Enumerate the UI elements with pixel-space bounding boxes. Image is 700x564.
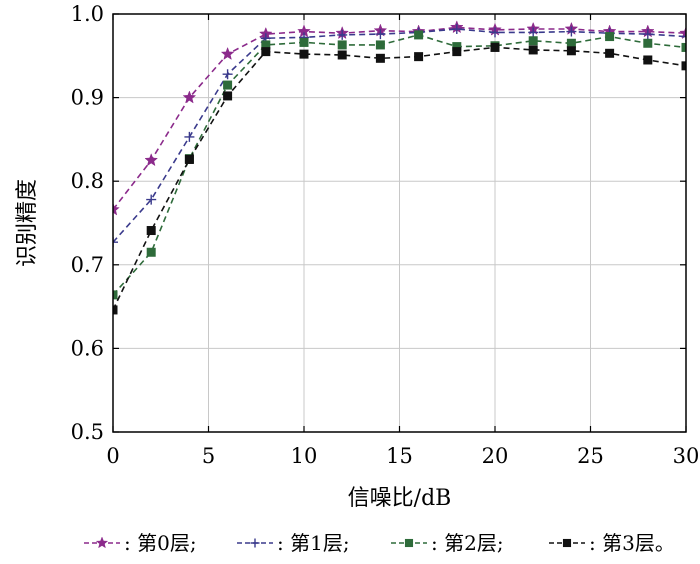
- y-tick-label: 0.5: [71, 420, 104, 444]
- legend-entry-0: : 第0层;: [84, 531, 197, 555]
- data-point: [528, 36, 538, 46]
- data-point: [679, 25, 686, 40]
- legend-marker: [250, 538, 260, 548]
- data-point: [182, 90, 197, 104]
- grid-lines: [113, 14, 686, 432]
- legend-entry-3: : 第3层。: [549, 531, 675, 555]
- x-tick-label: 15: [386, 444, 413, 468]
- x-tick-label: 25: [577, 444, 604, 468]
- x-tick-label: 30: [673, 444, 700, 468]
- data-point: [452, 47, 462, 57]
- legend: : 第0层; : 第1层; : 第2层; : 第3层。: [84, 531, 675, 555]
- data-point: [184, 131, 195, 142]
- data-point: [566, 38, 576, 48]
- data-point: [528, 45, 538, 55]
- data-point: [223, 91, 233, 101]
- data-point: [605, 48, 615, 58]
- data-point: [113, 202, 120, 216]
- y-tick-label: 0.8: [71, 169, 104, 193]
- legend-marker: [404, 538, 414, 548]
- series-line: [113, 46, 686, 311]
- data-point: [490, 42, 500, 52]
- data-point: [414, 30, 424, 40]
- y-tick-label: 1.0: [71, 2, 104, 26]
- data-point: [643, 38, 653, 48]
- data-point: [451, 24, 462, 35]
- data-point: [261, 40, 271, 50]
- data-point: [681, 42, 686, 52]
- data-point: [643, 55, 653, 65]
- data-point: [113, 237, 118, 248]
- data-point: [566, 26, 577, 37]
- series-3: [113, 42, 686, 315]
- data-point: [113, 305, 118, 315]
- x-axis-title: 信噪比/dB: [348, 486, 452, 511]
- data-point: [146, 194, 157, 205]
- data-point: [681, 61, 686, 71]
- legend-entry-1: : 第1层;: [237, 531, 350, 555]
- y-tick-label: 0.7: [71, 253, 104, 277]
- data-point: [220, 46, 235, 60]
- legend-label: : 第2层;: [431, 531, 504, 555]
- data-point: [566, 46, 576, 56]
- legend-entry-2: : 第2层;: [391, 531, 504, 555]
- data-point: [146, 247, 156, 257]
- series-line: [113, 34, 686, 296]
- data-point: [605, 32, 615, 42]
- legend-marker: [562, 538, 572, 548]
- data-point: [681, 31, 686, 42]
- data-point: [299, 49, 309, 59]
- y-tick-label: 0.6: [71, 336, 104, 360]
- y-axis-title: 识别精度: [15, 179, 40, 267]
- data-point: [337, 29, 348, 40]
- data-point: [299, 37, 309, 47]
- legend-label: : 第0层;: [124, 531, 197, 555]
- data-point: [375, 40, 385, 50]
- legend-marker: [95, 536, 109, 549]
- series-line: [113, 26, 686, 211]
- legend-label: : 第3层。: [589, 531, 675, 555]
- data-point: [375, 29, 386, 40]
- axis-ticks: 0 5 10 15 20 25 30 0.5 0.6 0.7 0.8 0.9 1.0: [71, 2, 700, 468]
- x-tick-label: 5: [202, 444, 215, 468]
- data-point: [452, 42, 462, 52]
- data-point: [375, 53, 385, 63]
- data-point: [642, 29, 653, 40]
- data-point: [528, 27, 539, 38]
- x-tick-label: 0: [106, 444, 119, 468]
- data-point: [414, 52, 424, 62]
- x-tick-label: 20: [482, 444, 509, 468]
- series-layer: [113, 20, 686, 315]
- y-tick-label: 0.9: [71, 86, 104, 110]
- legend-label: : 第1层;: [277, 531, 350, 555]
- series-line: [113, 28, 686, 243]
- series-1: [113, 24, 686, 248]
- data-point: [222, 69, 233, 80]
- data-point: [146, 226, 156, 236]
- x-tick-label: 10: [291, 444, 318, 468]
- data-point: [490, 27, 500, 38]
- data-point: [223, 80, 233, 90]
- data-point: [261, 47, 271, 57]
- data-point: [337, 50, 347, 60]
- data-point: [337, 40, 347, 50]
- data-point: [113, 290, 118, 300]
- data-point: [184, 154, 194, 164]
- data-point: [144, 153, 159, 167]
